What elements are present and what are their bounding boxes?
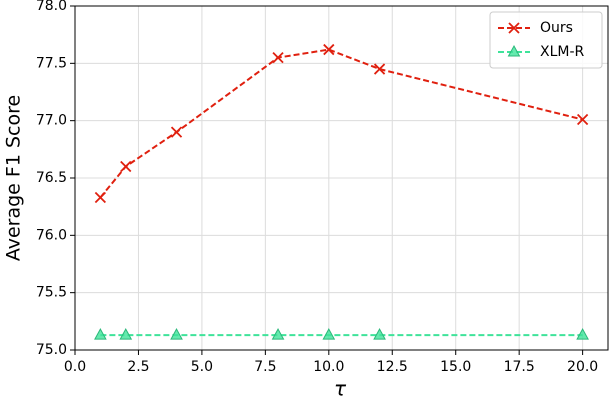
marker: [94, 328, 107, 340]
y-tick-label: 76.0: [36, 227, 67, 243]
x-tick-label: 15.0: [440, 359, 471, 375]
legend-label: XLM-R: [540, 44, 585, 60]
marker: [119, 328, 133, 340]
legend-marker: [507, 44, 521, 57]
x-tick-label: 5.0: [191, 359, 213, 375]
x-tick-label: 12.5: [377, 359, 408, 375]
marker: [271, 328, 285, 340]
marker: [323, 43, 335, 56]
y-tick-label: 77.0: [36, 113, 67, 129]
x-tick-label: 7.5: [254, 359, 276, 375]
x-axis-label: τ: [334, 377, 347, 401]
legend-marker: [508, 22, 520, 34]
legend-label: Ours: [540, 20, 573, 36]
marker: [373, 63, 386, 75]
marker: [120, 160, 132, 173]
y-axis-label: Average F1 Score: [3, 95, 25, 261]
marker: [576, 328, 589, 340]
y-tick-label: 78.0: [36, 0, 67, 14]
x-tick-label: 0.0: [64, 359, 86, 375]
marker: [94, 191, 107, 204]
x-tick-label: 20.0: [567, 359, 598, 375]
x-tick-label: 17.5: [504, 359, 535, 375]
marker: [576, 113, 589, 126]
y-tick-label: 76.5: [36, 170, 67, 186]
x-tick-label: 10.0: [313, 359, 344, 375]
y-tick-label: 75.5: [36, 285, 67, 301]
marker: [322, 328, 336, 340]
marker: [170, 126, 183, 138]
x-tick-label: 2.5: [127, 359, 149, 375]
marker: [170, 328, 183, 340]
series-line: [99, 48, 583, 199]
marker: [373, 328, 386, 340]
plot-frame: [74, 5, 609, 351]
marker: [272, 51, 284, 64]
y-tick-label: 75.0: [36, 342, 67, 358]
y-tick-label: 77.5: [36, 55, 67, 71]
